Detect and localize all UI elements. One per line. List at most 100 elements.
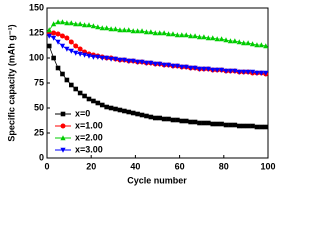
marker: [126, 27, 132, 33]
marker: [69, 82, 74, 88]
marker: [263, 43, 269, 49]
marker: [188, 65, 194, 71]
marker: [95, 54, 101, 60]
y-tick-label: 0: [39, 152, 44, 162]
marker: [59, 33, 65, 39]
marker: [104, 55, 110, 61]
marker: [161, 116, 167, 122]
marker: [205, 66, 211, 72]
marker: [232, 38, 238, 44]
marker: [249, 69, 256, 75]
marker: [104, 25, 110, 31]
marker: [64, 35, 70, 41]
marker: [139, 28, 145, 34]
marker: [232, 68, 238, 74]
marker: [174, 32, 180, 38]
marker: [179, 32, 185, 38]
marker: [152, 115, 158, 121]
marker: [55, 39, 61, 45]
marker: [73, 86, 79, 92]
marker: [148, 29, 154, 35]
marker: [214, 121, 220, 127]
legend-marker: [60, 135, 66, 141]
marker: [192, 33, 198, 39]
marker: [86, 22, 92, 28]
marker: [201, 120, 207, 126]
marker: [245, 40, 251, 46]
marker: [183, 64, 189, 70]
marker: [183, 32, 189, 38]
x-axis-label: Cycle number: [127, 175, 187, 185]
marker: [99, 55, 105, 61]
marker: [130, 28, 136, 34]
marker: [196, 66, 203, 72]
marker: [192, 65, 198, 71]
marker: [130, 58, 136, 64]
legend-item: x=1.00: [55, 120, 103, 130]
marker: [81, 22, 88, 28]
series: [46, 33, 269, 76]
marker: [135, 28, 141, 34]
y-tick-label: 150: [29, 2, 44, 12]
marker: [210, 67, 216, 73]
legend-label: x=2.00: [75, 132, 103, 142]
y-tick-label: 125: [29, 27, 44, 37]
legend-item: x=2.00: [55, 132, 103, 142]
marker: [135, 111, 140, 117]
marker: [64, 46, 70, 52]
marker: [135, 59, 141, 65]
marker: [113, 106, 118, 112]
marker: [90, 23, 97, 29]
marker: [82, 93, 87, 99]
marker: [258, 42, 264, 48]
marker: [144, 113, 149, 119]
marker: [139, 112, 145, 118]
marker: [112, 26, 119, 32]
marker: [130, 110, 136, 116]
marker: [254, 42, 260, 48]
marker: [214, 36, 220, 42]
x-tick-label: 0: [44, 161, 49, 171]
marker: [108, 26, 114, 32]
marker: [175, 117, 180, 123]
marker: [201, 66, 207, 72]
series: [46, 19, 269, 49]
marker: [86, 53, 92, 59]
marker: [218, 36, 225, 42]
marker: [143, 29, 150, 35]
marker: [68, 39, 74, 45]
marker: [254, 124, 260, 130]
marker: [95, 100, 101, 106]
marker: [157, 61, 163, 67]
marker: [126, 109, 132, 115]
marker: [170, 117, 176, 123]
marker: [157, 30, 163, 36]
marker: [245, 123, 251, 129]
marker: [117, 107, 123, 113]
marker: [73, 50, 79, 56]
marker: [77, 21, 83, 27]
legend-marker: [60, 111, 66, 117]
marker: [77, 46, 83, 52]
marker: [68, 48, 74, 54]
marker: [174, 63, 180, 69]
marker: [51, 55, 56, 61]
marker: [241, 69, 247, 75]
marker: [112, 56, 119, 62]
x-tick-label: 60: [175, 161, 185, 171]
chart: Cycle number Specific capacity (mAh g⁻¹)…: [6, 2, 275, 185]
legend-item: x=3.00: [55, 144, 103, 154]
marker: [46, 27, 52, 33]
marker: [46, 43, 52, 49]
marker: [201, 34, 207, 40]
marker: [99, 25, 105, 31]
marker: [170, 31, 176, 37]
legend-item: x=0: [55, 108, 90, 118]
marker: [108, 105, 114, 111]
marker: [51, 35, 57, 41]
marker: [192, 119, 198, 125]
marker: [73, 43, 79, 49]
marker: [245, 69, 251, 75]
marker: [143, 60, 150, 66]
marker: [170, 63, 176, 69]
